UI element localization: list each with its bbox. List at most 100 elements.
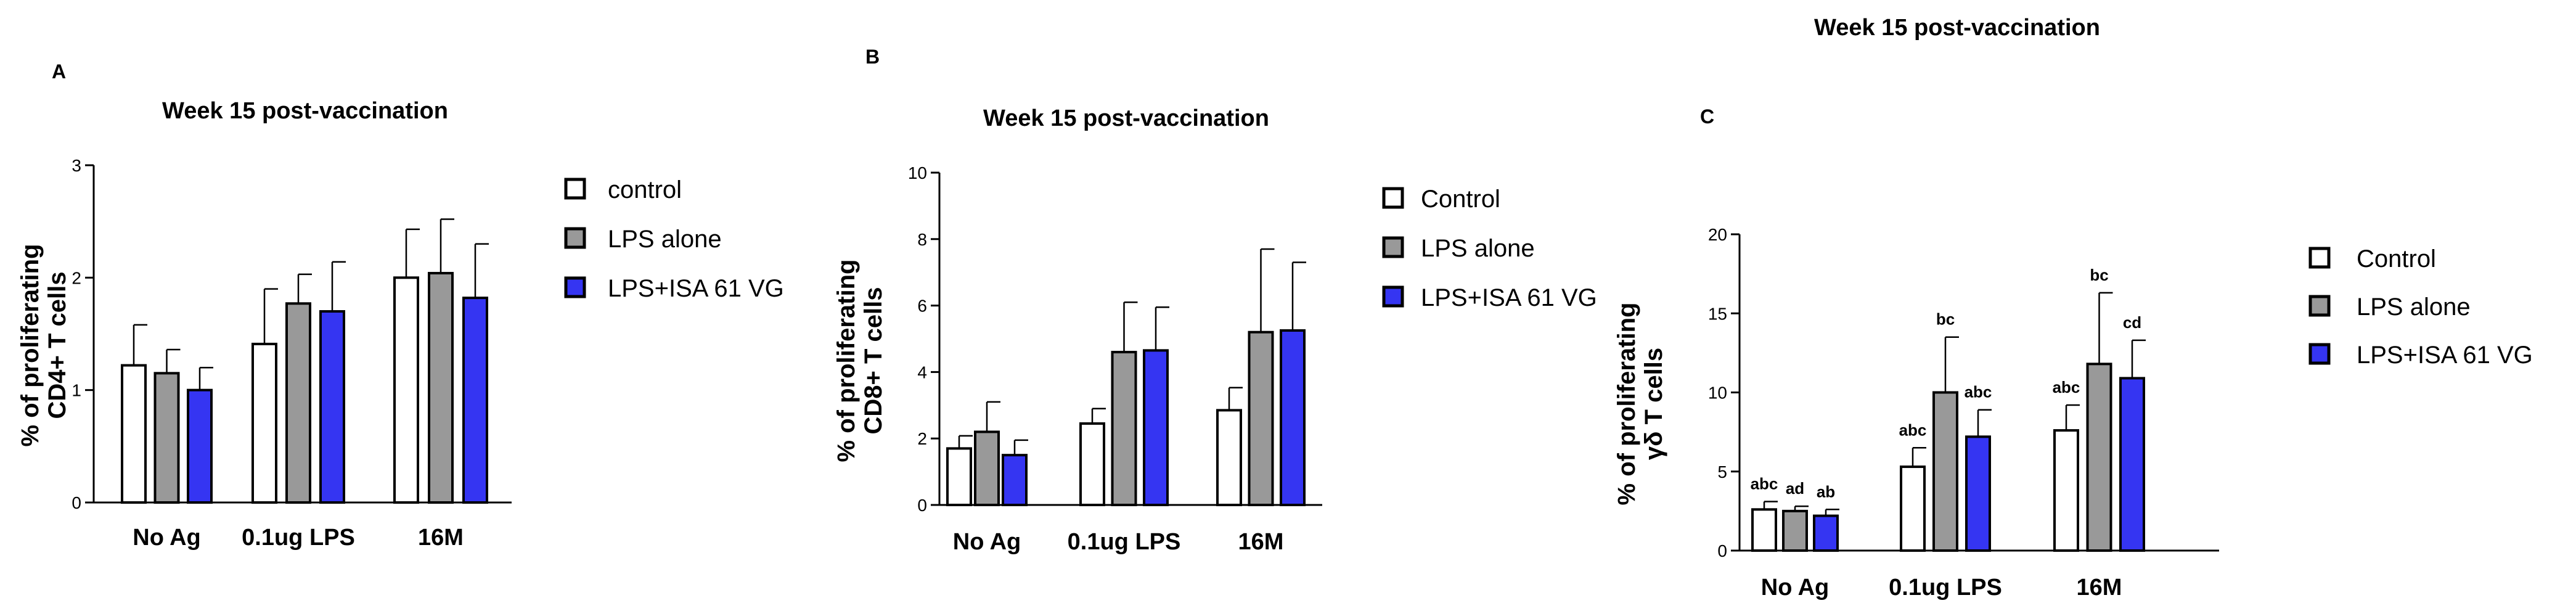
bar-lps-isa xyxy=(1002,454,1028,507)
bar-lps-alone xyxy=(1111,351,1137,506)
chart-title: Week 15 post-vaccination xyxy=(162,98,448,124)
legend-item: LPS alone xyxy=(1382,235,1535,262)
legend-item: Control xyxy=(1382,186,1500,213)
legend-swatch-control xyxy=(1382,187,1404,209)
y-tick-label: 3 xyxy=(72,156,81,175)
y-tick-label: 15 xyxy=(1708,304,1727,323)
bar-lps-alone xyxy=(1248,330,1274,506)
bar-lps-alone xyxy=(428,272,454,504)
legend-swatch-lps-isa xyxy=(564,276,586,298)
bar-control xyxy=(121,364,147,504)
significance-label: abc xyxy=(1899,420,1927,439)
legend-label: LPS alone xyxy=(2357,293,2471,321)
legend-label: Control xyxy=(2357,245,2436,273)
panel-c: Week 15 post-vaccination C % of prolifer… xyxy=(1613,15,2533,601)
bar-lps-isa xyxy=(1813,514,1839,552)
x-category-label: 0.1ug LPS xyxy=(1889,575,2002,601)
legend-item: LPS+ISA 61 VG xyxy=(1382,284,1597,311)
significance-label: cd xyxy=(2123,313,2141,332)
plot-area: 0 1 2 3 No Ag 0.1ug LPS 16M xyxy=(72,156,512,551)
significance-label: ad xyxy=(1786,479,1804,498)
legend: Control LPS alone LPS+ISA 61 VG xyxy=(1382,186,1597,311)
y-tick-label: 2 xyxy=(917,429,927,448)
y-tick-label: 0 xyxy=(917,496,927,515)
legend-item: control xyxy=(564,176,682,203)
bar-lps-alone xyxy=(974,430,1000,506)
x-category-label: 16M xyxy=(418,525,464,551)
bar-lps-alone xyxy=(1932,391,1958,552)
y-axis-label: CD4+ T cells xyxy=(44,271,71,419)
chart-title: Week 15 post-vaccination xyxy=(983,105,1269,131)
x-category-label: No Ag xyxy=(133,525,200,551)
bar-control xyxy=(1751,508,1777,552)
bar-lps-isa xyxy=(1965,435,1991,552)
y-tick-label: 0 xyxy=(1717,541,1727,560)
significance-label: bc xyxy=(1936,310,1955,329)
y-tick-label: 1 xyxy=(72,381,81,400)
y-tick-label: 2 xyxy=(72,268,81,287)
bar-lps-isa xyxy=(1280,329,1306,507)
legend-swatch-lps-alone xyxy=(2308,295,2331,317)
x-category-label: 16M xyxy=(2077,575,2122,601)
legend-item: LPS+ISA 61 VG xyxy=(564,275,784,302)
y-axis-label: % of proliferating xyxy=(1613,303,1640,506)
bar-lps-isa xyxy=(2119,377,2145,552)
legend-item: LPS alone xyxy=(2308,293,2471,321)
x-category-label: No Ag xyxy=(953,529,1021,555)
y-tick-label: 6 xyxy=(917,297,927,316)
bar-lps-alone xyxy=(285,302,311,504)
y-tick-label: 0 xyxy=(72,493,81,512)
legend-label: LPS+ISA 61 VG xyxy=(608,275,784,302)
y-tick-label: 5 xyxy=(1717,462,1727,482)
legend-label: Control xyxy=(1421,186,1500,213)
bar-control xyxy=(393,276,419,504)
x-category-label: 16M xyxy=(1238,529,1284,555)
legend-swatch-lps-isa xyxy=(1382,285,1404,308)
y-tick-label: 10 xyxy=(1708,383,1727,403)
bar-lps-isa xyxy=(1143,349,1169,506)
significance-label: bc xyxy=(2090,266,2108,284)
chart-title: Week 15 post-vaccination xyxy=(1814,15,2100,41)
legend-item: Control xyxy=(2308,245,2436,273)
bar-lps-alone xyxy=(1782,509,1808,552)
significance-label: abc xyxy=(1965,383,1992,401)
x-category-label: No Ag xyxy=(1761,575,1829,601)
bar-lps-isa xyxy=(319,310,345,504)
bar-control xyxy=(1079,422,1105,506)
plot-area: 0 2 4 6 8 10 No Ag 0.1ug LPS 16M xyxy=(908,163,1322,555)
legend-label: LPS alone xyxy=(608,226,722,253)
legend-label: control xyxy=(608,176,682,203)
y-axis-label: % of proliferating xyxy=(17,244,44,447)
y-axis-label: CD8+ T cells xyxy=(860,287,887,434)
legend-swatch-control xyxy=(564,178,586,200)
significance-label: abc xyxy=(2053,378,2080,396)
y-tick-label: 10 xyxy=(908,163,927,182)
x-category-label: 0.1ug LPS xyxy=(242,525,355,551)
panel-letter: A xyxy=(52,60,66,83)
significance-label: ab xyxy=(1817,482,1835,501)
y-axis-label: % of proliferating xyxy=(833,260,860,462)
legend-label: LPS alone xyxy=(1421,235,1535,262)
panel-letter: B xyxy=(865,46,880,68)
legend-swatch-lps-alone xyxy=(1382,236,1404,258)
y-axis-label: γδ T cells xyxy=(1640,348,1667,460)
panel-a: A Week 15 post-vaccination % of prolifer… xyxy=(17,60,784,551)
legend-swatch-lps-isa xyxy=(2308,343,2331,365)
bar-control xyxy=(251,342,277,504)
legend-item: LPS+ISA 61 VG xyxy=(2308,342,2533,369)
legend-swatch-control xyxy=(2308,247,2331,269)
legend: Control LPS alone LPS+ISA 61 VG xyxy=(2308,245,2533,369)
bar-lps-isa xyxy=(187,388,213,504)
y-tick-label: 8 xyxy=(917,230,927,249)
bar-control xyxy=(1900,465,1926,552)
legend-swatch-lps-alone xyxy=(564,227,586,249)
x-category-label: 0.1ug LPS xyxy=(1068,529,1181,555)
bar-lps-alone xyxy=(153,372,180,504)
bar-lps-isa xyxy=(462,297,488,504)
legend: control LPS alone LPS+ISA 61 VG xyxy=(564,176,784,302)
bar-lps-alone xyxy=(2086,363,2112,552)
significance-label: abc xyxy=(1751,474,1778,493)
bar-control xyxy=(2053,429,2079,552)
